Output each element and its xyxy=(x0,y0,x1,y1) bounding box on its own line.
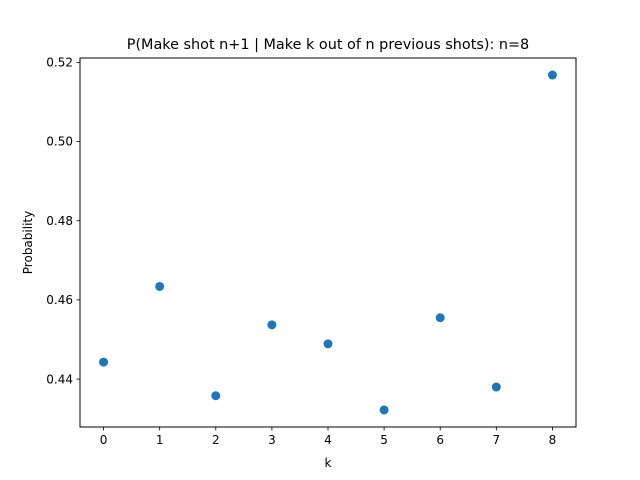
data-point xyxy=(323,339,333,349)
y-axis-label: Probability xyxy=(21,211,35,274)
x-tick-label: 8 xyxy=(549,433,557,447)
y-tick-label: 0.46 xyxy=(46,293,73,307)
x-tick-label: 1 xyxy=(156,433,164,447)
data-point xyxy=(99,357,109,367)
x-tick-label: 5 xyxy=(380,433,388,447)
x-axis-label: k xyxy=(325,456,332,470)
x-tick-label: 2 xyxy=(212,433,220,447)
x-tick-label: 3 xyxy=(268,433,276,447)
x-tick-label: 7 xyxy=(493,433,501,447)
data-point xyxy=(491,382,501,392)
x-tick-label: 6 xyxy=(436,433,444,447)
data-point xyxy=(435,313,445,323)
x-tick-label: 4 xyxy=(324,433,332,447)
y-tick-label: 0.50 xyxy=(46,135,73,149)
x-tick-label: 0 xyxy=(100,433,108,447)
data-point xyxy=(379,405,389,415)
y-tick-label: 0.48 xyxy=(46,214,73,228)
plot-frame xyxy=(79,57,577,428)
chart-title: P(Make shot n+1 | Make k out of n previo… xyxy=(127,37,529,53)
data-point xyxy=(267,320,277,330)
axis-ticks: 0 1 2 3 4 5 6 7 8 0.44 0.46 0.48 0.50 0.52 xyxy=(46,56,556,447)
data-point xyxy=(547,70,557,80)
data-points xyxy=(99,70,557,415)
data-point xyxy=(155,281,165,291)
y-tick-label: 0.52 xyxy=(46,56,73,70)
y-tick-label: 0.44 xyxy=(46,372,73,386)
data-point xyxy=(211,391,221,401)
